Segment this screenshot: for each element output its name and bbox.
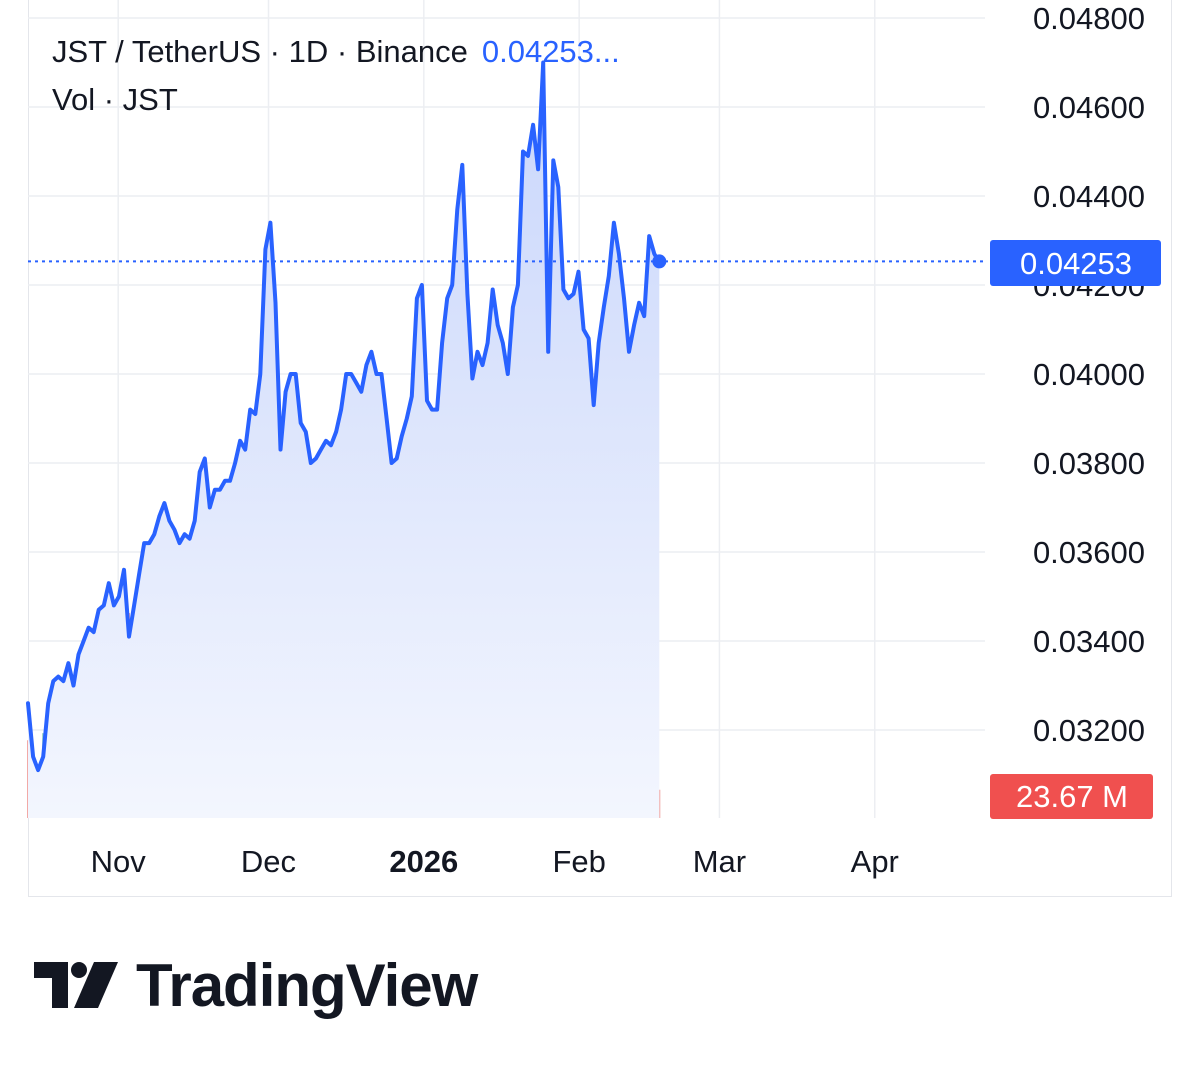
exchange-label: Binance xyxy=(355,34,468,69)
x-tick-label: Feb xyxy=(552,844,605,879)
price-line xyxy=(26,60,662,773)
x-tick-label: Mar xyxy=(693,844,746,879)
volume-legend[interactable]: Vol · JST xyxy=(52,82,178,117)
last-price-badge: 0.04253 xyxy=(990,240,1161,286)
symbol-name: JST / TetherUS xyxy=(52,34,262,69)
price-axis[interactable]: 0.048000.046000.044000.042000.040000.038… xyxy=(1033,1,1145,748)
last-price-dot xyxy=(652,254,667,269)
tradingview-logo[interactable]: TradingView xyxy=(34,950,478,1020)
volume-badge: 23.67 M xyxy=(990,774,1153,819)
x-tick-label: Dec xyxy=(241,844,296,879)
volume-badge-text: 23.67 M xyxy=(1016,779,1128,814)
symbol-legend[interactable]: JST / TetherUS · 1D · Binance 0.04253... xyxy=(52,34,620,69)
legend-last-price: 0.04253... xyxy=(481,34,620,69)
y-tick-label: 0.04800 xyxy=(1033,1,1145,36)
y-tick-label: 0.03800 xyxy=(1033,446,1145,481)
y-tick-label: 0.04600 xyxy=(1033,90,1145,125)
brand-name: TradingView xyxy=(136,951,478,1019)
volume-bar xyxy=(658,789,661,818)
interval-label: 1D xyxy=(288,34,329,69)
y-tick-label: 0.04400 xyxy=(1033,179,1145,214)
y-tick-label: 0.04000 xyxy=(1033,357,1145,392)
y-tick-label: 0.03400 xyxy=(1033,624,1145,659)
y-tick-label: 0.03200 xyxy=(1033,713,1145,748)
tradingview-logo-icon xyxy=(34,962,118,1008)
time-axis[interactable]: Nov Dec 2026 Feb Mar Apr xyxy=(91,844,899,879)
x-tick-label: Nov xyxy=(91,844,147,879)
chart-frame xyxy=(28,0,1172,897)
x-tick-label: 2026 xyxy=(389,844,458,879)
price-chart[interactable]: 0.048000.046000.044000.042000.040000.038… xyxy=(0,0,1200,900)
y-tick-label: 0.03600 xyxy=(1033,535,1145,570)
x-tick-label: Apr xyxy=(851,844,899,879)
last-price-badge-text: 0.04253 xyxy=(1020,246,1132,281)
price-area-fill xyxy=(28,62,660,818)
